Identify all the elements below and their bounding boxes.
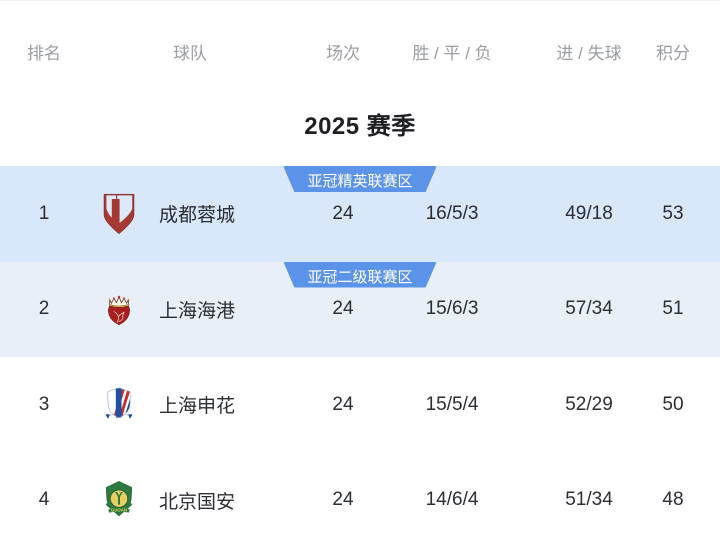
svg-text:GUOAN: GUOAN [111,508,127,513]
